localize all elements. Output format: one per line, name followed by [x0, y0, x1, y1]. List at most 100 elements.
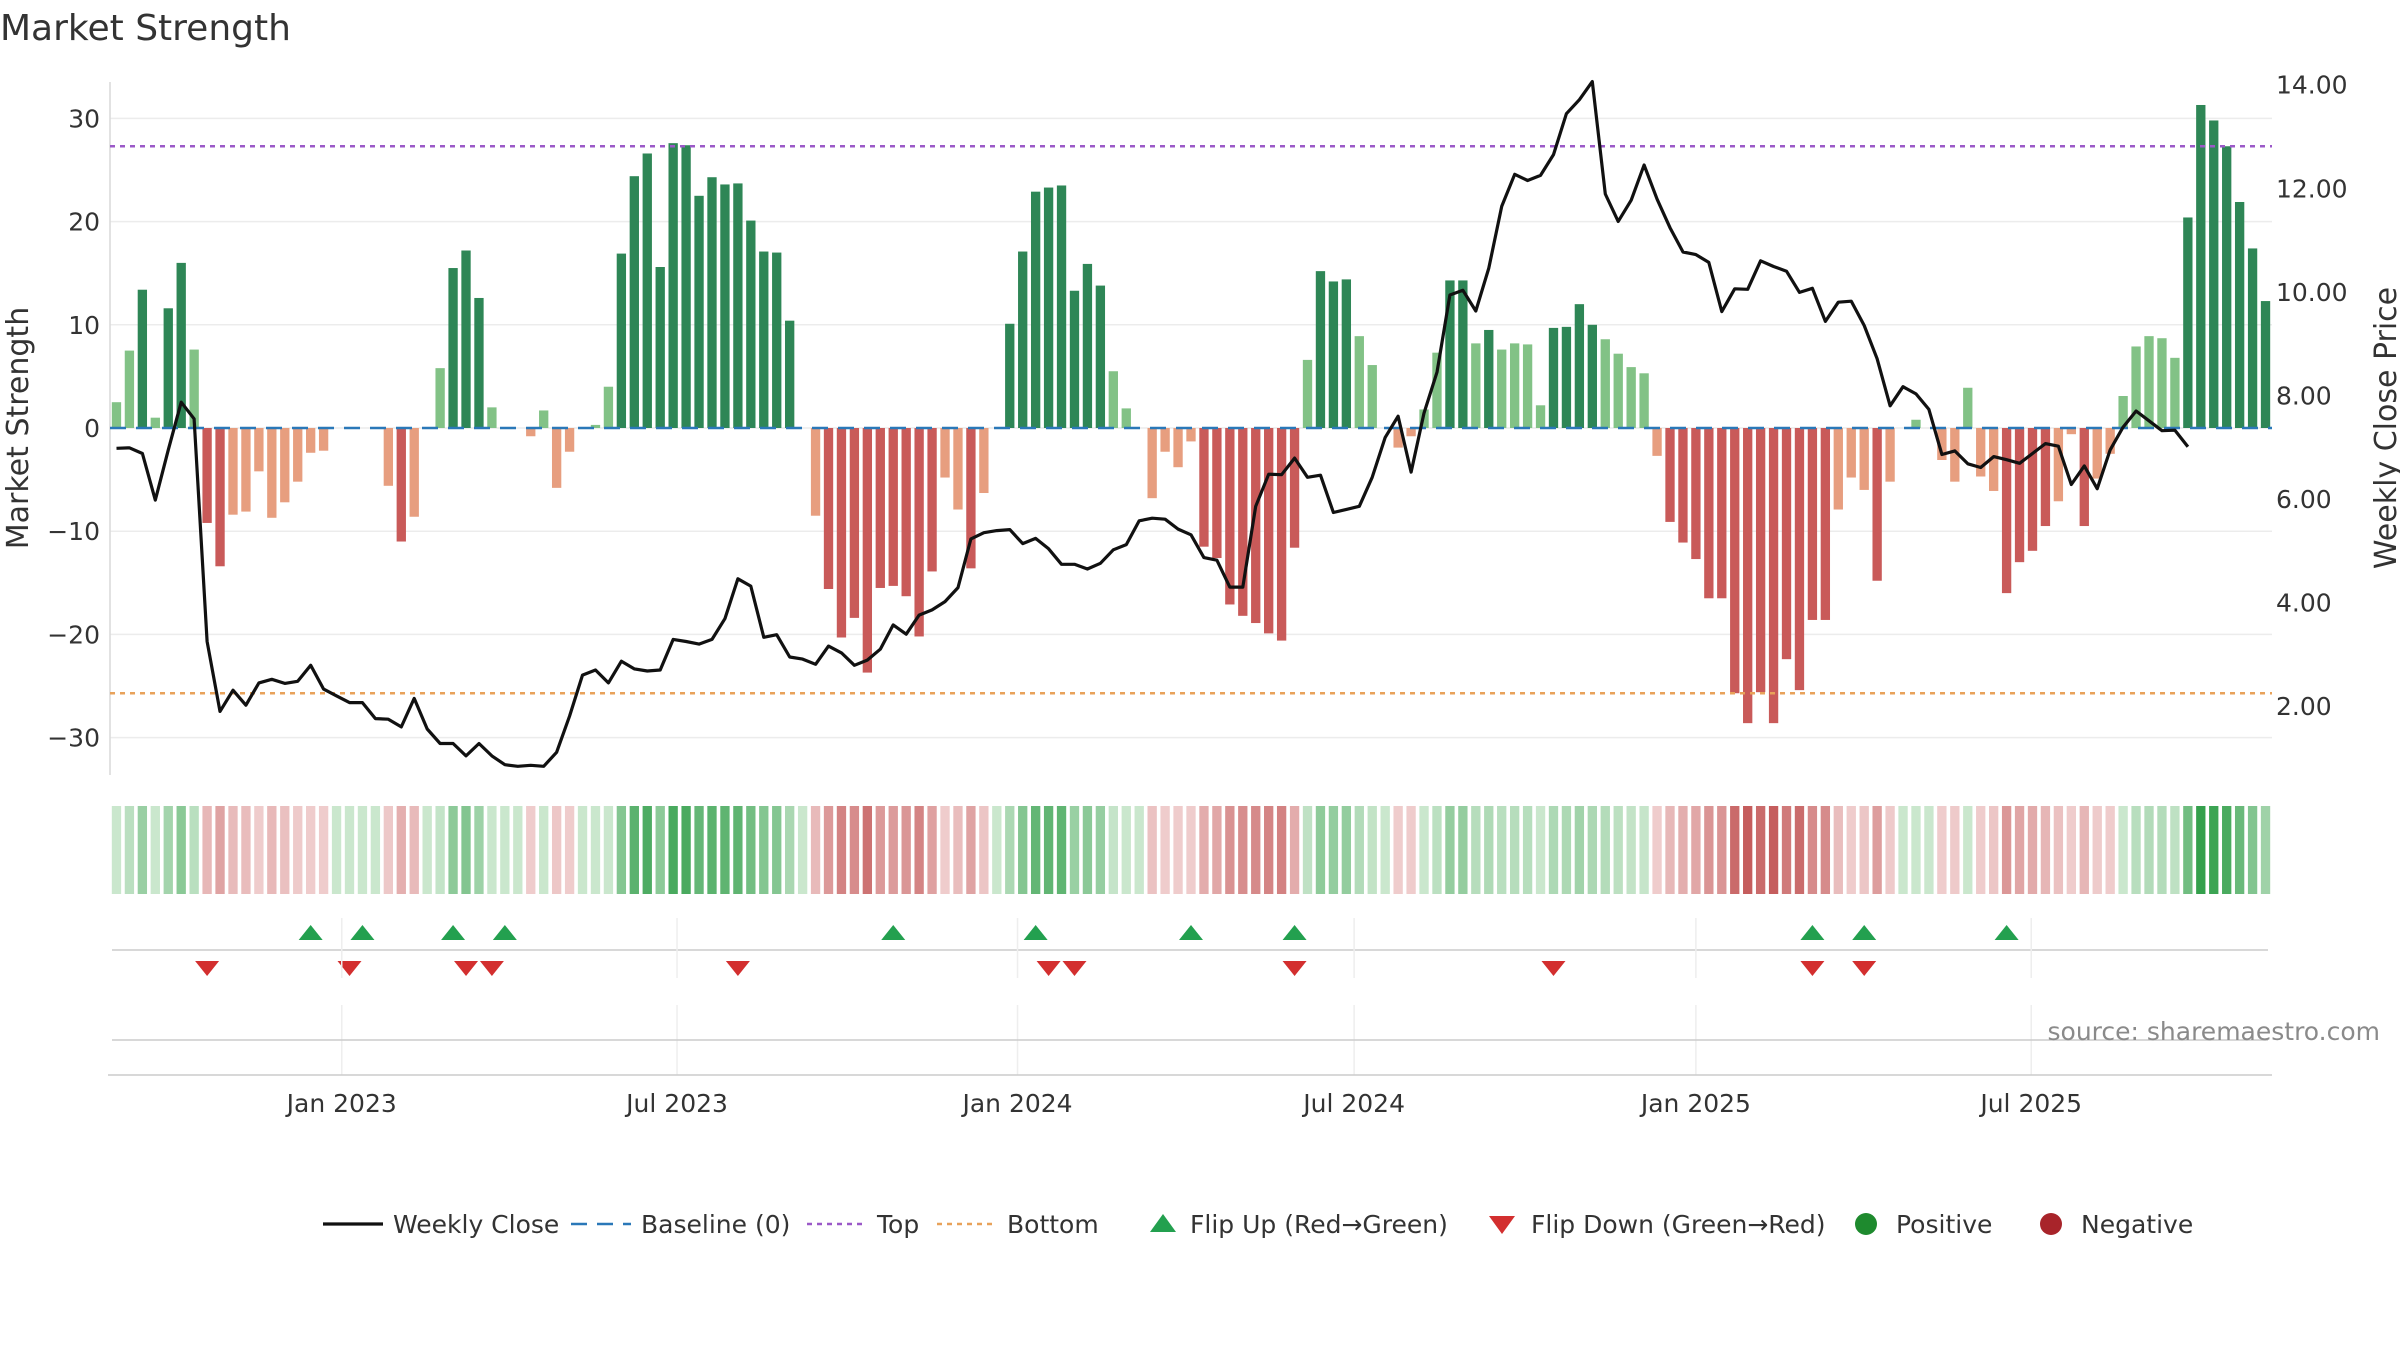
strip-cell — [1794, 806, 1805, 894]
strip-cell — [344, 806, 355, 894]
bar-negative — [1846, 428, 1856, 478]
bar-negative — [862, 428, 873, 673]
bar-positive — [1484, 329, 1494, 428]
bar-positive — [124, 350, 135, 428]
strip-cell — [1082, 806, 1093, 894]
bar-positive — [1315, 271, 1326, 428]
bar-positive — [2157, 338, 2167, 428]
bar-negative — [927, 428, 937, 572]
bar-negative — [1950, 428, 1960, 482]
bar-negative — [914, 428, 924, 637]
strip-cell — [1911, 806, 1921, 894]
strip-cell — [1018, 806, 1028, 894]
strip-cell — [396, 806, 406, 894]
bar-negative — [1691, 428, 1701, 560]
strip-cell — [2053, 806, 2064, 894]
bar-positive — [629, 176, 639, 428]
flip-up-marker — [441, 925, 466, 940]
strip-cell — [1755, 806, 1766, 894]
strip-cell — [1095, 806, 1106, 894]
strip-cell — [901, 806, 911, 894]
strip-cell — [785, 806, 795, 894]
bar-positive — [1328, 281, 1339, 428]
strength-heat-strip — [111, 806, 2271, 894]
bar-negative — [1872, 428, 1882, 581]
strip-cell — [681, 806, 691, 894]
bar-negative — [1406, 428, 1416, 437]
strip-cell — [513, 806, 523, 894]
bar-negative — [901, 428, 911, 597]
strip-cell — [383, 806, 394, 894]
strip-cell — [2222, 806, 2232, 894]
strip-cell — [746, 806, 756, 894]
strip-cell — [1781, 806, 1792, 894]
x-tick-label: Jan 2023 — [285, 1089, 397, 1118]
bar-positive — [2260, 301, 2271, 428]
strip-cell — [2079, 806, 2089, 894]
y-tick-label: 0 — [84, 414, 100, 443]
strip-cell — [1212, 806, 1222, 894]
bar-negative — [409, 428, 419, 517]
bar-negative — [1199, 428, 1209, 547]
bar-negative — [254, 428, 264, 472]
strip-cell — [422, 806, 432, 894]
strip-cell — [1276, 806, 1287, 894]
bar-positive — [1121, 408, 1131, 428]
strip-cell — [2209, 806, 2219, 894]
x-tick-label: Jul 2023 — [624, 1089, 728, 1118]
flip-down-marker — [337, 961, 362, 976]
bar-positive — [2144, 336, 2154, 428]
bar-negative — [1743, 428, 1753, 724]
strip-cell — [1963, 806, 1973, 894]
strip-cell — [2092, 806, 2102, 894]
strip-cell — [241, 806, 251, 894]
strip-cell — [1030, 806, 1041, 894]
strip-cell — [1535, 806, 1546, 894]
strip-cell — [1121, 806, 1131, 894]
bar-positive — [1302, 359, 1313, 428]
bar-positive — [1561, 326, 1572, 428]
strip-cell — [772, 806, 782, 894]
legend-swatch-flip-up — [1150, 1214, 1176, 1232]
bar-positive — [1005, 323, 1015, 428]
bar-negative — [2040, 428, 2051, 527]
bar-negative — [1678, 428, 1688, 543]
strip-cell — [1186, 806, 1196, 894]
flip-up-marker — [1852, 925, 1877, 940]
bar-negative — [2053, 428, 2064, 502]
strip-cell — [1509, 806, 1520, 894]
strip-cell — [1302, 806, 1313, 894]
strip-cell — [1238, 806, 1248, 894]
bar-positive — [1613, 353, 1623, 428]
bar-positive — [668, 143, 678, 428]
strip-cell — [2105, 806, 2115, 894]
bar-positive — [448, 268, 458, 428]
legend-label: Positive — [1896, 1210, 1992, 1239]
flip-down-marker — [1541, 961, 1566, 976]
legend-swatch-flip-down — [1489, 1216, 1515, 1234]
strip-cell — [733, 806, 743, 894]
strip-cell — [1717, 806, 1727, 894]
bar-positive — [2183, 217, 2193, 428]
strip-cell — [953, 806, 963, 894]
y2-tick-label: 6.00 — [2276, 485, 2332, 514]
strip-cell — [370, 806, 381, 894]
flip-up-marker — [350, 925, 375, 940]
strip-cell — [1393, 806, 1403, 894]
bar-negative — [293, 428, 303, 482]
bar-positive — [2131, 346, 2141, 428]
bar-negative — [396, 428, 406, 542]
strip-cell — [1341, 806, 1352, 894]
strip-cell — [1704, 806, 1714, 894]
strip-cell — [318, 806, 329, 894]
bar-negative — [836, 428, 847, 638]
strip-cell — [228, 806, 238, 894]
bottom-panel — [108, 918, 2272, 1076]
strip-cell — [1432, 806, 1442, 894]
strip-cell — [111, 806, 122, 894]
strip-cell — [2001, 806, 2012, 894]
strip-cell — [1652, 806, 1662, 894]
bar-negative — [1976, 428, 1986, 477]
strip-cell — [1005, 806, 1015, 894]
strip-cell — [254, 806, 264, 894]
